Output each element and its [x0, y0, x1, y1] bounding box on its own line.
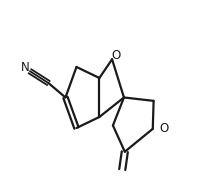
- Text: O: O: [112, 49, 121, 62]
- Text: O: O: [159, 122, 169, 135]
- Text: N: N: [20, 61, 29, 74]
